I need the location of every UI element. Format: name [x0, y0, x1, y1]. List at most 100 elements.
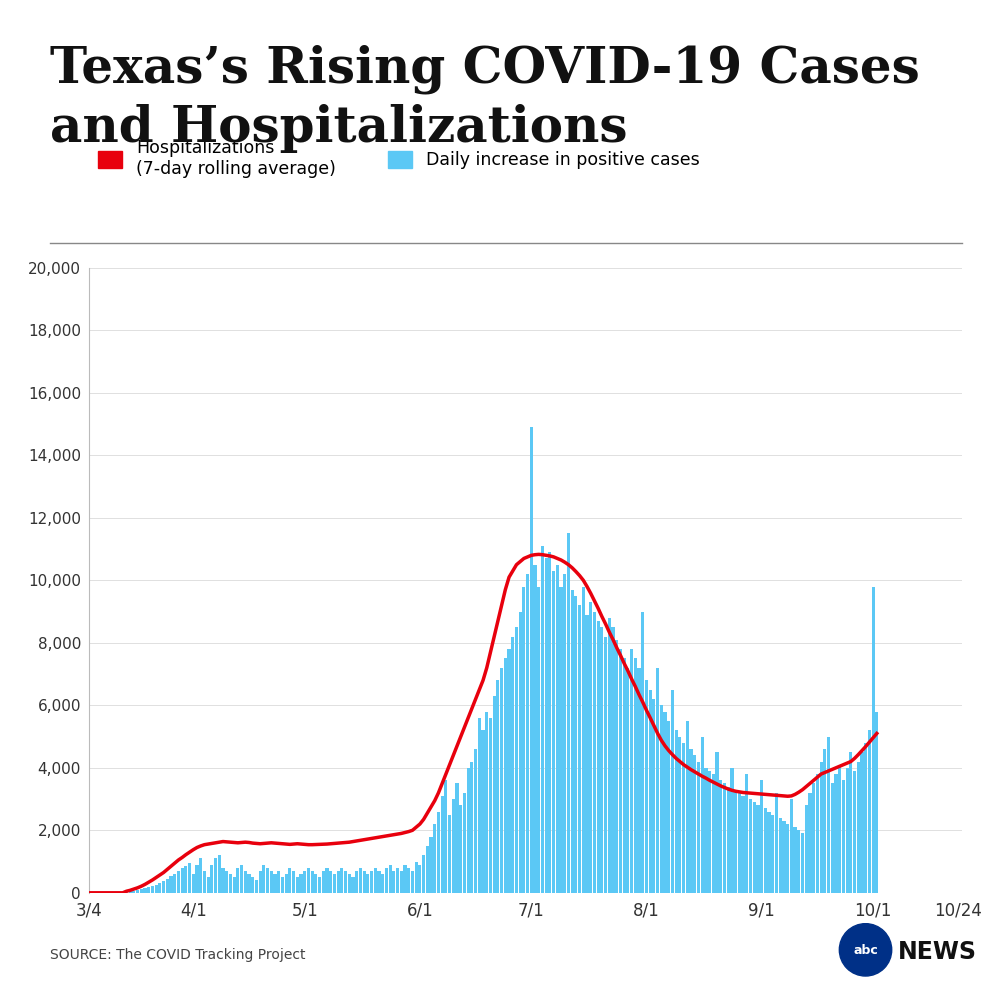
- Bar: [162, 881, 165, 893]
- Bar: [864, 743, 867, 893]
- Bar: [366, 874, 369, 893]
- Bar: [519, 611, 522, 893]
- Bar: [566, 534, 570, 893]
- Bar: [578, 605, 581, 893]
- Bar: [872, 586, 875, 893]
- Bar: [348, 874, 351, 893]
- Bar: [745, 774, 748, 893]
- Bar: [466, 768, 470, 893]
- Bar: [838, 765, 841, 893]
- Bar: [285, 874, 288, 893]
- Bar: [808, 793, 811, 893]
- Bar: [712, 774, 715, 893]
- Bar: [708, 771, 711, 893]
- Bar: [210, 865, 213, 893]
- Bar: [404, 865, 407, 893]
- Bar: [756, 806, 760, 893]
- Bar: [174, 874, 177, 893]
- Bar: [559, 586, 562, 893]
- Bar: [563, 574, 566, 893]
- Bar: [240, 865, 243, 893]
- Bar: [444, 781, 447, 893]
- Bar: [842, 781, 845, 893]
- Bar: [704, 768, 707, 893]
- Bar: [830, 784, 834, 893]
- Bar: [671, 689, 675, 893]
- Bar: [232, 877, 236, 893]
- Bar: [693, 755, 696, 893]
- Circle shape: [839, 924, 892, 976]
- Bar: [459, 806, 462, 893]
- Bar: [771, 814, 775, 893]
- Bar: [329, 871, 332, 893]
- Bar: [664, 711, 667, 893]
- Bar: [570, 589, 573, 893]
- Bar: [422, 855, 426, 893]
- Bar: [247, 874, 251, 893]
- Bar: [463, 793, 466, 893]
- Bar: [225, 871, 228, 893]
- Bar: [411, 871, 414, 893]
- Bar: [292, 871, 296, 893]
- Bar: [336, 871, 339, 893]
- Bar: [726, 787, 730, 893]
- Bar: [675, 730, 678, 893]
- Bar: [206, 877, 209, 893]
- Bar: [434, 824, 436, 893]
- Bar: [834, 774, 837, 893]
- Bar: [300, 874, 303, 893]
- Legend: Hospitalizations
(7-day rolling average), Daily increase in positive cases: Hospitalizations (7-day rolling average)…: [98, 139, 700, 178]
- Bar: [734, 790, 737, 893]
- Bar: [451, 800, 455, 893]
- Bar: [363, 871, 366, 893]
- Bar: [426, 846, 429, 893]
- Bar: [385, 868, 388, 893]
- Bar: [307, 868, 310, 893]
- Bar: [474, 749, 477, 893]
- Bar: [415, 861, 418, 893]
- Bar: [634, 659, 637, 893]
- Bar: [177, 871, 180, 893]
- Bar: [436, 811, 440, 893]
- Bar: [753, 803, 756, 893]
- Bar: [500, 668, 503, 893]
- Bar: [270, 871, 273, 893]
- Bar: [534, 564, 537, 893]
- Text: NEWS: NEWS: [898, 940, 977, 964]
- Bar: [638, 668, 641, 893]
- Bar: [749, 800, 752, 893]
- Bar: [251, 877, 254, 893]
- Bar: [845, 768, 849, 893]
- Bar: [700, 736, 703, 893]
- Bar: [355, 871, 358, 893]
- Bar: [392, 871, 396, 893]
- Bar: [259, 871, 262, 893]
- Bar: [478, 718, 481, 893]
- Bar: [815, 774, 819, 893]
- Bar: [496, 681, 500, 893]
- Bar: [585, 615, 588, 893]
- Bar: [812, 784, 815, 893]
- Bar: [381, 874, 384, 893]
- Bar: [549, 553, 552, 893]
- Bar: [430, 836, 433, 893]
- Bar: [400, 871, 403, 893]
- Bar: [489, 718, 492, 893]
- Bar: [191, 874, 194, 893]
- Bar: [623, 659, 626, 893]
- Bar: [827, 736, 830, 893]
- Bar: [188, 863, 191, 893]
- Bar: [333, 874, 336, 893]
- Bar: [289, 868, 292, 893]
- Bar: [630, 649, 633, 893]
- Bar: [719, 781, 722, 893]
- Bar: [786, 824, 790, 893]
- Bar: [266, 868, 269, 893]
- Bar: [738, 793, 741, 893]
- Bar: [129, 892, 132, 893]
- Bar: [185, 866, 187, 893]
- Bar: [604, 637, 607, 893]
- Bar: [626, 668, 630, 893]
- Bar: [144, 889, 147, 893]
- Bar: [805, 806, 807, 893]
